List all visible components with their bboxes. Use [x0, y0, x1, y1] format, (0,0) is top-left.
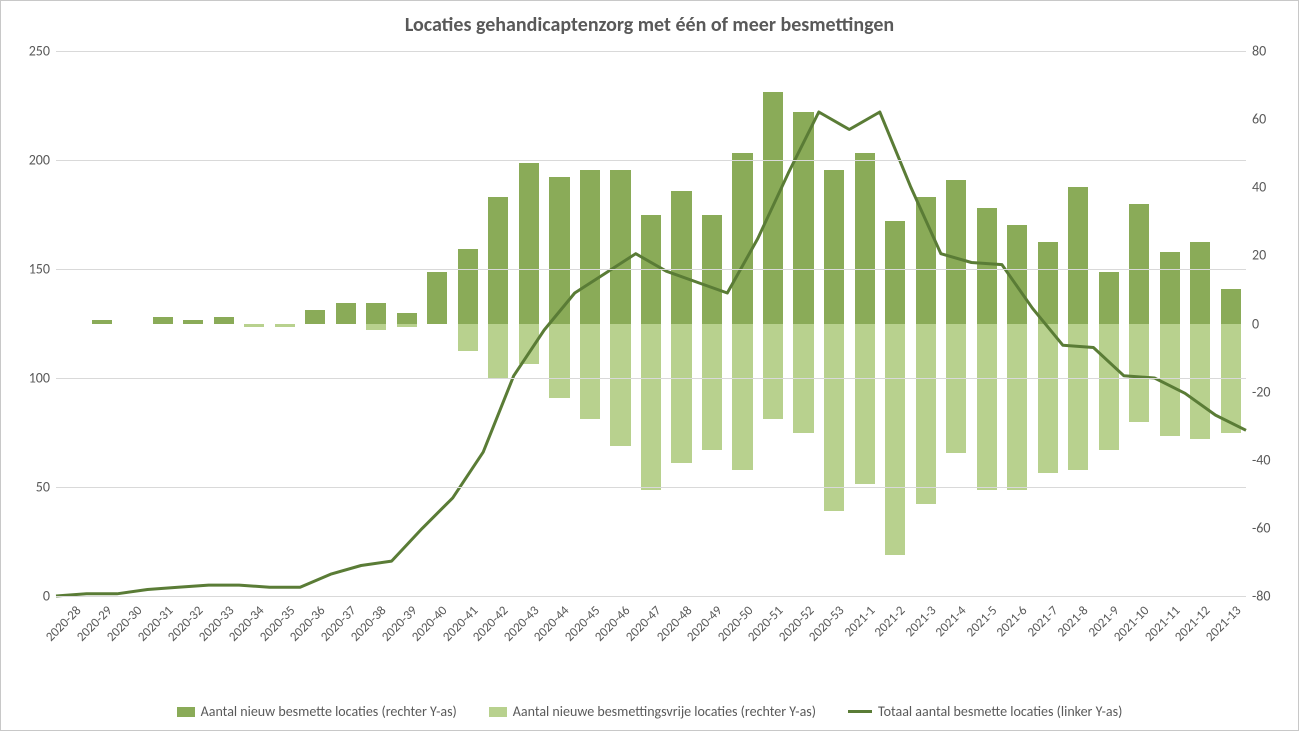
y-left-tick-label: 250	[29, 43, 56, 60]
y-right-tick-label: -60	[1246, 519, 1270, 536]
legend-label-free: Aantal nieuwe besmettingsvrije locaties …	[513, 703, 816, 720]
y-right-tick-label: -20	[1246, 383, 1270, 400]
gridline	[56, 51, 1246, 52]
legend-item-new: Aantal nieuw besmette locaties (rechter …	[177, 703, 457, 720]
gridline	[56, 487, 1246, 488]
legend-swatch-free	[489, 707, 507, 717]
y-left-tick-label: 200	[29, 152, 56, 169]
legend-swatch-line	[848, 710, 872, 713]
y-right-tick-label: 20	[1246, 247, 1266, 264]
gridline	[56, 596, 1246, 597]
y-left-tick-label: 100	[29, 370, 56, 387]
total-line	[56, 112, 1246, 596]
y-right-tick-label: 80	[1246, 43, 1266, 60]
y-left-tick-label: 0	[43, 588, 56, 605]
gridline	[56, 160, 1246, 161]
y-right-tick-label: 60	[1246, 111, 1266, 128]
y-left-tick-label: 150	[29, 261, 56, 278]
legend-item-line: Totaal aantal besmette locaties (linker …	[848, 703, 1122, 720]
y-right-tick-label: 40	[1246, 179, 1266, 196]
plot-area: 2020-282020-292020-302020-312020-322020-…	[56, 51, 1246, 596]
legend-item-free: Aantal nieuwe besmettingsvrije locaties …	[489, 703, 816, 720]
y-right-tick-label: 0	[1246, 315, 1259, 332]
legend: Aantal nieuw besmette locaties (rechter …	[1, 703, 1298, 720]
legend-swatch-new	[177, 707, 195, 717]
chart-container: Locaties gehandicaptenzorg met één of me…	[0, 0, 1299, 731]
y-right-tick-label: -80	[1246, 588, 1270, 605]
gridline	[56, 378, 1246, 379]
y-left-tick-label: 50	[36, 479, 56, 496]
legend-label-line: Totaal aantal besmette locaties (linker …	[878, 703, 1122, 720]
line-overlay	[56, 51, 1246, 596]
chart-title: Locaties gehandicaptenzorg met één of me…	[1, 13, 1298, 37]
y-right-tick-label: -40	[1246, 451, 1270, 468]
gridline	[56, 269, 1246, 270]
legend-label-new: Aantal nieuw besmette locaties (rechter …	[201, 703, 457, 720]
